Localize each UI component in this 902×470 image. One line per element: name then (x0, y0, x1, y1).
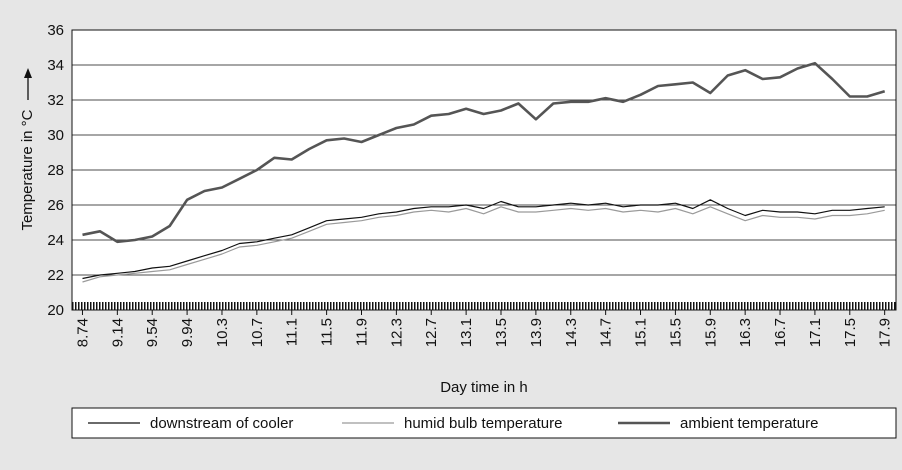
legend-label: ambient temperature (680, 415, 818, 432)
legend (71, 407, 897, 439)
x-tick-label: 15.5 (667, 318, 684, 347)
x-tick-label: 13.9 (528, 318, 545, 347)
x-tick-label: 14.7 (598, 318, 615, 347)
x-tick-label: 16.7 (772, 318, 789, 347)
y-tick-label: 24 (47, 232, 64, 249)
x-tick-label: 9.54 (144, 318, 161, 347)
x-tick-label: 13.1 (458, 318, 475, 347)
y-axis-label: Temperature in °C (19, 109, 36, 230)
y-tick-label: 34 (47, 57, 64, 74)
y-tick-label: 36 (47, 22, 64, 39)
series-line (82, 61, 886, 244)
legend-label: downstream of cooler (150, 415, 293, 432)
x-tick-label: 15.9 (702, 318, 719, 347)
x-tick-label: 14.3 (563, 318, 580, 347)
x-tick-label: 12.7 (423, 318, 440, 347)
x-tick-label: 13.5 (493, 318, 510, 347)
x-tick-label: 17.5 (842, 318, 859, 347)
x-tick-label: 10.7 (249, 318, 266, 347)
y-axis-arrow (24, 68, 32, 100)
lines (82, 61, 886, 283)
legend-entries: downstream of cooler humid bulb temperatu… (88, 415, 818, 432)
x-tick-label: 11.1 (284, 318, 301, 346)
y-tick-label: 30 (47, 127, 64, 144)
x-tick-label: 12.3 (388, 318, 405, 347)
y-tick-label: 26 (47, 197, 64, 214)
x-tick-label: 17.9 (877, 318, 894, 347)
x-tick-label: 9.94 (179, 318, 196, 347)
x-tick-label: 8.74 (74, 318, 91, 347)
plot-frame (71, 29, 897, 311)
x-tick-label: 15.1 (633, 318, 650, 347)
x-axis-label: Day time in h (440, 379, 528, 396)
minor-ticks (72, 302, 896, 310)
x-tick-label: 9.14 (109, 318, 126, 347)
x-tick-label: 11.9 (353, 318, 370, 346)
series-line (82, 206, 885, 283)
y-tick-label: 20 (47, 302, 64, 319)
legend-label: humid bulb temperature (404, 415, 562, 432)
series-line (82, 199, 885, 280)
y-tick-label: 32 (47, 92, 64, 109)
x-tick-label: 17.1 (807, 318, 824, 347)
y-tick-label: 22 (47, 267, 64, 284)
y-tick-label: 28 (47, 162, 64, 179)
x-tick-label: 16.3 (737, 318, 754, 347)
x-tick-label: 10.3 (214, 318, 231, 347)
x-tick-label: 11.5 (319, 318, 336, 346)
